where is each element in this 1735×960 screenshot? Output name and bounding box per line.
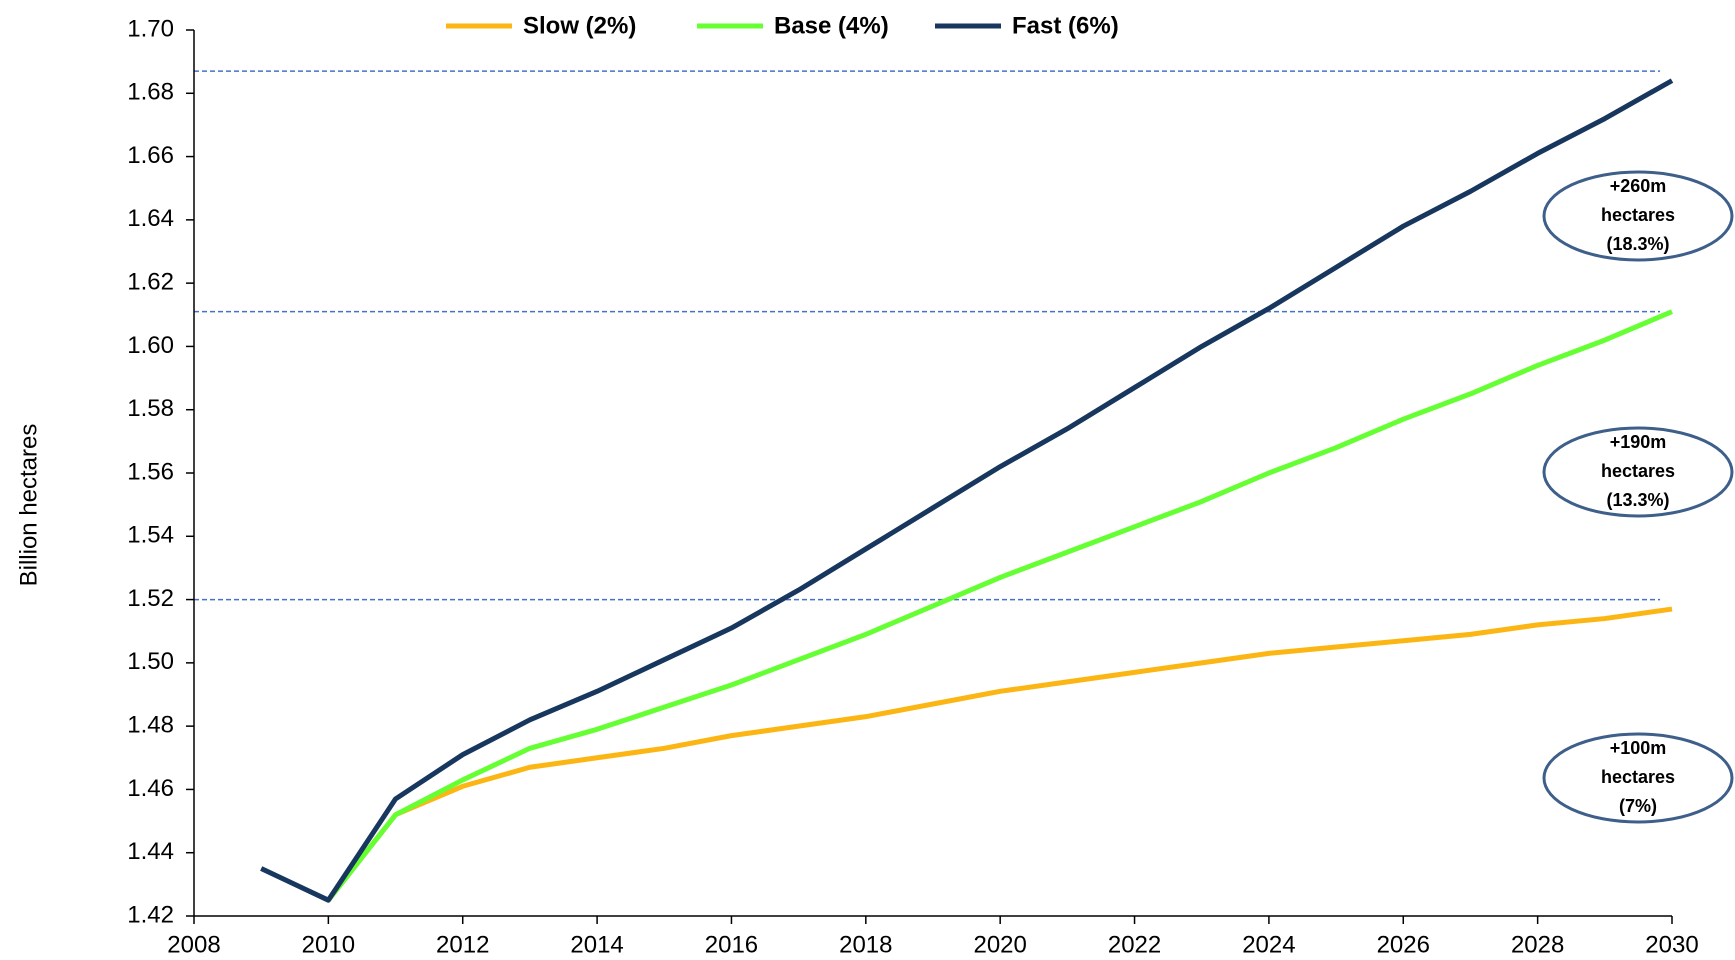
annotation-text: (7%) (1619, 796, 1657, 816)
x-tick-label: 2030 (1645, 931, 1698, 958)
annotation-text: hectares (1601, 767, 1675, 787)
x-tick-label: 2012 (436, 931, 489, 958)
y-tick-label: 1.46 (127, 775, 174, 802)
x-tick-label: 2016 (705, 931, 758, 958)
y-tick-label: 1.64 (127, 205, 174, 232)
annotation-text: +100m (1610, 738, 1667, 758)
x-tick-label: 2010 (302, 931, 355, 958)
annotation-text: +260m (1610, 176, 1667, 196)
annotation-text: hectares (1601, 205, 1675, 225)
y-tick-label: 1.44 (127, 838, 174, 865)
legend-label: Slow (2%) (523, 12, 636, 39)
annotation-bubble (1542, 732, 1734, 824)
y-tick-label: 1.54 (127, 522, 174, 549)
x-tick-label: 2008 (167, 931, 220, 958)
y-tick-label: 1.70 (127, 15, 174, 42)
y-tick-label: 1.56 (127, 458, 174, 485)
x-tick-label: 2014 (570, 931, 623, 958)
series-line (326, 309, 1673, 902)
annotation-text: (18.3%) (1606, 234, 1669, 254)
annotation-text: +190m (1610, 432, 1667, 452)
series-line (326, 606, 1673, 902)
x-tick-label: 2028 (1511, 931, 1564, 958)
legend-label: Fast (6%) (1012, 12, 1119, 39)
x-tick-label: 2026 (1377, 931, 1430, 958)
y-tick-label: 1.42 (127, 901, 174, 928)
annotation-bubble (1542, 426, 1734, 518)
x-tick-label: 2022 (1108, 931, 1161, 958)
annotation-bubble (1542, 170, 1734, 262)
y-axis-label: Billion hectares (15, 424, 42, 587)
x-tick-label: 2020 (973, 931, 1026, 958)
annotation-text: (13.3%) (1606, 490, 1669, 510)
annotation-text: hectares (1601, 461, 1675, 481)
y-tick-label: 1.68 (127, 79, 174, 106)
x-tick-label: 2024 (1242, 931, 1295, 958)
y-tick-label: 1.48 (127, 711, 174, 738)
y-tick-label: 1.50 (127, 648, 174, 675)
y-tick-label: 1.66 (127, 142, 174, 169)
series-line (260, 78, 1674, 903)
y-tick-label: 1.58 (127, 395, 174, 422)
y-tick-label: 1.52 (127, 585, 174, 612)
x-tick-label: 2018 (839, 931, 892, 958)
y-tick-label: 1.60 (127, 332, 174, 359)
y-tick-label: 1.62 (127, 268, 174, 295)
legend-label: Base (4%) (774, 12, 889, 39)
